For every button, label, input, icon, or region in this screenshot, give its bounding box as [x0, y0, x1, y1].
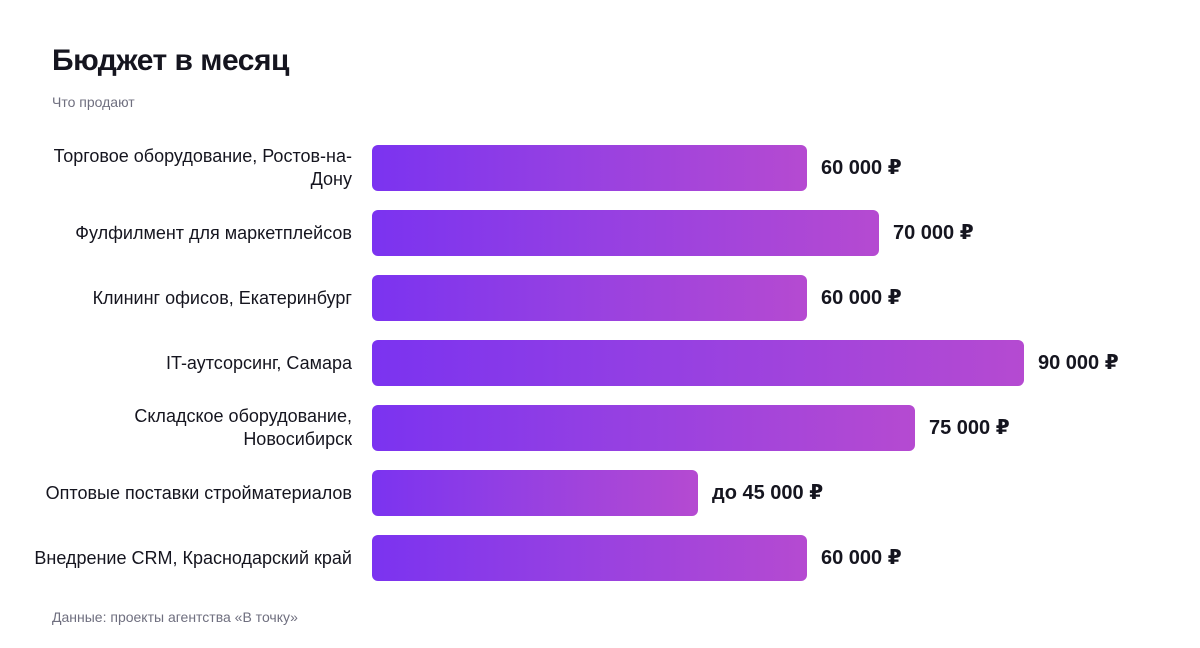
- bar: [372, 275, 807, 321]
- bar: [372, 470, 698, 516]
- category-label: Торговое оборудование, Ростов-на-Дону: [53, 146, 352, 189]
- category-label: Оптовые поставки стройматериалов: [45, 482, 352, 503]
- bar: [372, 210, 879, 256]
- category-label: Складское оборудование, Новосибирск: [134, 406, 352, 449]
- category-label: IT-аутсорсинг, Самара: [165, 352, 352, 373]
- bar: [372, 405, 915, 451]
- value-label: 60 000 ₽: [821, 287, 902, 309]
- bar: [372, 145, 807, 191]
- value-label: 70 000 ₽: [893, 222, 974, 244]
- data-source-note: Данные: проекты агентства «В точку»: [52, 609, 298, 625]
- value-label: 60 000 ₽: [821, 547, 902, 569]
- value-label: 60 000 ₽: [821, 157, 902, 179]
- category-label: Фулфилмент для маркетплейсов: [75, 222, 352, 243]
- category-label: Внедрение CRM, Краснодарский край: [34, 547, 352, 568]
- chart-subtitle: Что продают: [52, 94, 135, 110]
- category-label: Клининг офисов, Екатеринбург: [92, 287, 352, 308]
- value-label: 90 000 ₽: [1038, 352, 1119, 374]
- value-label: 75 000 ₽: [929, 417, 1010, 439]
- chart-title: Бюджет в месяц: [52, 44, 289, 77]
- value-label: до 45 000 ₽: [712, 482, 824, 504]
- bar: [372, 535, 807, 581]
- bar: [372, 340, 1024, 386]
